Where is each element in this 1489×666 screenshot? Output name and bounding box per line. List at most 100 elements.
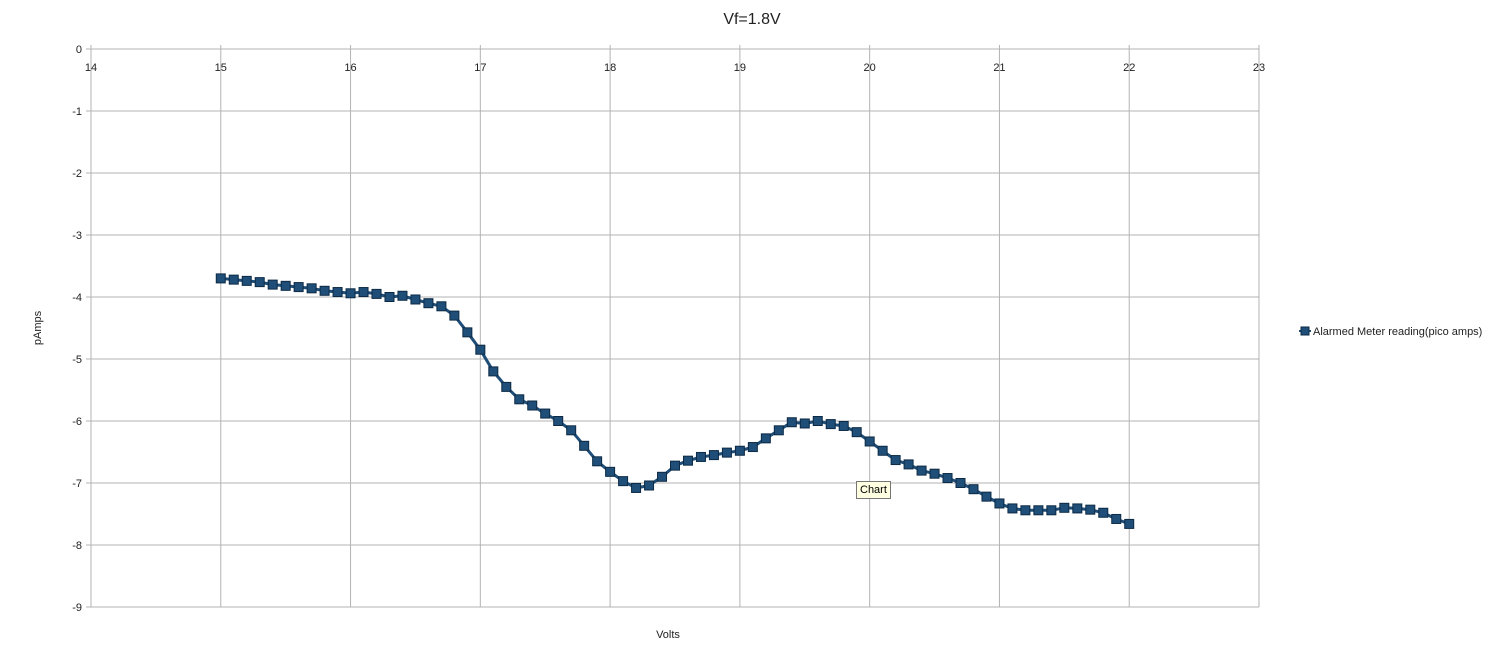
data-point	[371, 288, 382, 299]
y-tick-label: -7	[72, 478, 82, 490]
data-point	[929, 468, 940, 479]
data-point	[228, 274, 239, 285]
x-tick-label: 23	[1253, 62, 1265, 74]
data-point	[1033, 505, 1044, 516]
data-point	[903, 459, 914, 470]
data-point	[410, 294, 421, 305]
data-point	[1085, 504, 1096, 515]
data-point	[592, 456, 603, 467]
data-point	[306, 283, 317, 294]
data-point	[695, 451, 706, 462]
data-point	[605, 466, 616, 477]
x-tick-labels: 14 15 16 17 18 19 20 21 22 23	[85, 62, 1265, 74]
data-point	[955, 478, 966, 488]
x-tick-label: 19	[734, 62, 746, 74]
y-tick-label: -9	[72, 602, 82, 614]
data-point	[514, 394, 525, 405]
y-tick-label: -3	[72, 230, 82, 242]
data-point	[384, 292, 395, 302]
x-tick-label: 20	[864, 62, 876, 74]
data-point	[241, 275, 252, 286]
x-tick-label: 18	[604, 62, 616, 74]
data-point	[799, 418, 810, 429]
data-point	[981, 491, 992, 502]
data-point	[267, 279, 278, 290]
chart-tooltip: Chart	[856, 481, 891, 499]
data-point	[1098, 507, 1109, 518]
series-line	[220, 276, 1130, 526]
y-tick-label: -1	[72, 106, 82, 118]
data-point	[670, 460, 680, 471]
series	[215, 273, 1135, 529]
data-point	[1020, 505, 1031, 516]
data-point	[475, 344, 486, 355]
legend: Alarmed Meter reading(pico amps)	[1299, 326, 1482, 338]
y-tick-label: -6	[72, 416, 82, 428]
data-point	[890, 455, 901, 466]
data-point	[916, 465, 927, 476]
data-point	[631, 482, 642, 493]
data-point	[436, 301, 447, 312]
data-point	[708, 450, 719, 461]
data-point	[1007, 503, 1018, 514]
x-tick-label: 16	[344, 62, 356, 74]
data-point	[1059, 502, 1070, 513]
data-point	[462, 327, 473, 338]
data-point	[332, 287, 343, 298]
data-point	[293, 282, 304, 293]
data-point	[747, 442, 758, 453]
data-point	[864, 436, 875, 447]
data-point	[721, 447, 732, 458]
data-point	[540, 408, 551, 419]
grid	[90, 48, 1260, 608]
data-point	[566, 425, 577, 436]
data-point	[1072, 503, 1083, 514]
data-point	[397, 290, 408, 301]
data-point	[838, 420, 849, 431]
data-point	[682, 455, 693, 466]
data-point	[254, 277, 265, 288]
x-tick-label: 22	[1123, 62, 1135, 74]
data-point	[501, 381, 512, 392]
data-point	[1124, 518, 1135, 529]
data-point	[786, 417, 797, 428]
x-tick-label: 14	[85, 62, 97, 74]
y-tick-label: -8	[72, 540, 82, 552]
x-tick-label: 15	[215, 62, 227, 74]
data-point	[760, 433, 771, 444]
data-point	[657, 471, 668, 482]
y-tick-label: -4	[72, 292, 82, 304]
data-point	[994, 498, 1005, 509]
data-point	[644, 480, 655, 491]
data-point	[553, 416, 564, 426]
chart-title: Vf=1.8V	[723, 11, 781, 28]
data-point	[773, 425, 784, 436]
data-point	[1111, 513, 1122, 524]
y-tick-label: 0	[76, 44, 82, 56]
data-point	[968, 484, 979, 495]
x-axis-label: Volts	[656, 629, 680, 641]
data-point	[527, 400, 538, 411]
legend-entry: Alarmed Meter reading(pico amps)	[1313, 326, 1482, 338]
data-point	[877, 445, 888, 456]
axes	[86, 45, 1260, 608]
data-point	[825, 419, 836, 430]
data-point	[1046, 505, 1057, 516]
data-point	[345, 288, 356, 299]
y-tick-label: -5	[72, 354, 82, 366]
data-point	[812, 416, 823, 426]
data-point	[579, 440, 590, 451]
data-point	[280, 280, 291, 291]
y-tick-labels: 0 -1 -2 -3 -4 -5 -6 -7 -8 -9	[72, 44, 82, 614]
legend-marker	[1300, 326, 1310, 336]
data-point	[942, 473, 953, 484]
x-tick-label: 17	[474, 62, 486, 74]
data-point	[488, 366, 499, 377]
data-point	[215, 273, 226, 284]
data-point	[449, 310, 460, 321]
data-point	[618, 476, 629, 487]
x-tick-label: 21	[993, 62, 1005, 74]
data-point	[319, 285, 330, 296]
data-point	[851, 427, 862, 438]
